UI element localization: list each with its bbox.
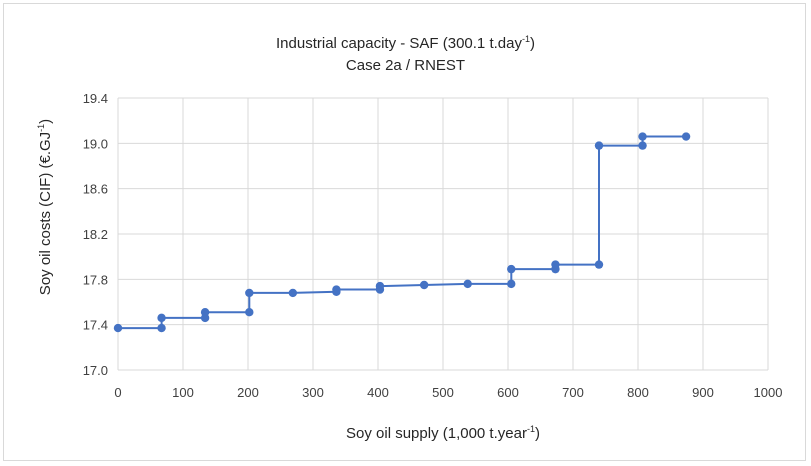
y-tick-label: 19.0 [83, 136, 108, 151]
data-point [245, 288, 254, 298]
data-point [507, 279, 516, 289]
data-point [463, 279, 472, 289]
x-tick-label: 0 [114, 385, 121, 400]
x-tick-label: 500 [432, 385, 454, 400]
data-point [507, 264, 516, 274]
data-point [157, 323, 166, 333]
data-point [200, 308, 210, 317]
x-tick-label: 400 [367, 385, 389, 400]
data-point [638, 132, 647, 141]
data-point [594, 141, 604, 150]
data-point [638, 141, 647, 150]
gridlines [117, 97, 769, 371]
data-point [594, 260, 604, 269]
x-tick-label: 200 [237, 385, 259, 400]
x-tick-label: 300 [302, 385, 324, 400]
data-series [113, 132, 691, 333]
y-tick-label: 17.0 [83, 363, 108, 378]
data-point [245, 308, 254, 317]
y-tick-label: 18.2 [83, 227, 108, 242]
x-axis-label: Soy oil supply (1,000 t.year-1) [346, 424, 540, 442]
tick-labels: 17.0 17.4 17.8 18.2 18.6 19.0 19.4 0 100 200 300 40… [83, 91, 783, 400]
y-tick-label: 19.4 [83, 91, 108, 106]
data-point [113, 323, 123, 333]
data-point [157, 313, 166, 323]
x-tick-label: 700 [562, 385, 584, 400]
x-tick-label: 900 [692, 385, 714, 400]
series-line [118, 135, 687, 330]
data-point [551, 260, 560, 269]
data-point [332, 285, 341, 294]
data-point [419, 280, 429, 290]
chart-subtitle: Case 2a / RNEST [345, 57, 466, 74]
y-tick-label: 18.6 [83, 182, 108, 197]
chart-title: Industrial capacity - SAF (300.1 t.day-1… [276, 34, 535, 52]
x-tick-label: 1000 [754, 385, 783, 400]
data-point [681, 132, 691, 141]
data-point [288, 288, 298, 298]
y-tick-label: 17.4 [83, 318, 108, 333]
x-tick-label: 100 [172, 385, 194, 400]
y-tick-label: 17.8 [83, 272, 108, 287]
x-tick-label: 800 [627, 385, 649, 400]
x-tick-label: 600 [497, 385, 519, 400]
chart-frame [3, 3, 806, 461]
data-point [375, 281, 385, 291]
